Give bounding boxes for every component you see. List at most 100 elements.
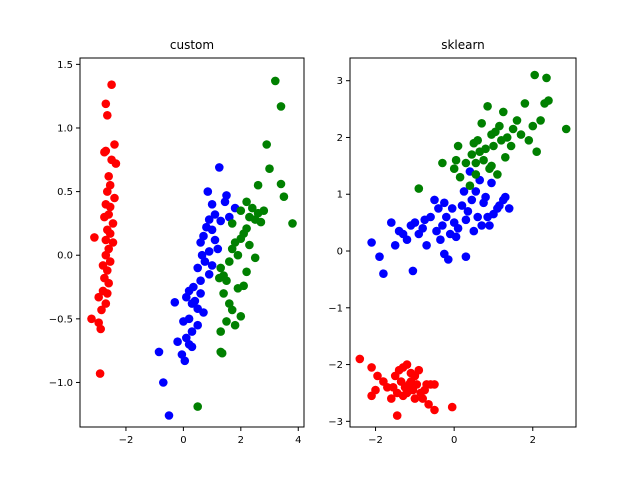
data-point: [379, 269, 388, 279]
data-point: [219, 289, 228, 298]
data-point: [461, 215, 471, 225]
data-point: [187, 342, 197, 352]
data-point: [111, 159, 121, 168]
data-point: [220, 197, 230, 207]
y-tick-label: −1.0: [49, 378, 73, 389]
data-point: [461, 158, 471, 168]
data-point: [532, 147, 541, 156]
y-tick-label: 3: [337, 76, 343, 87]
custom-scatter-panel: custom −2 0 2 4 −1.0 −0.5 0.0 0.5 1.0 1.5: [49, 38, 305, 446]
data-point: [455, 172, 465, 182]
data-point: [204, 270, 214, 279]
data-point: [388, 383, 398, 392]
data-point: [193, 320, 202, 330]
data-point: [542, 73, 551, 83]
data-point: [227, 244, 237, 254]
data-point: [213, 244, 223, 254]
data-point: [159, 378, 168, 387]
data-point: [110, 193, 119, 203]
data-point: [451, 155, 461, 165]
data-point: [256, 217, 266, 227]
data-point: [383, 383, 392, 392]
data-point: [506, 141, 516, 151]
data-point: [199, 231, 208, 241]
data-point: [367, 391, 376, 401]
x-tick-label: 0: [451, 435, 457, 446]
data-point: [387, 394, 396, 403]
data-point: [392, 411, 402, 420]
data-point: [259, 206, 269, 215]
data-point: [432, 226, 441, 236]
data-point: [101, 250, 111, 260]
data-point: [473, 212, 483, 222]
data-point: [406, 377, 416, 386]
data-point: [242, 197, 251, 207]
y-tick-label: 0.5: [57, 187, 73, 198]
data-point: [436, 235, 445, 244]
data-point: [430, 195, 439, 205]
data-point: [487, 161, 496, 171]
data-point: [408, 266, 418, 276]
y-tick-label: 2: [337, 133, 343, 144]
data-point: [447, 204, 457, 213]
data-point: [477, 119, 487, 128]
data-point: [101, 99, 111, 109]
data-point: [469, 226, 479, 236]
sklearn-scatter-panel: sklearn −2 0 2 −3 −2 −1 0 1 2 3: [328, 38, 577, 446]
data-point: [193, 402, 202, 411]
data-point: [418, 394, 428, 403]
data-point: [536, 116, 545, 125]
data-point: [103, 289, 112, 298]
data-point: [108, 219, 118, 228]
data-point: [499, 107, 508, 117]
data-point: [453, 141, 463, 151]
data-point: [493, 170, 502, 179]
data-point: [501, 153, 510, 162]
data-point: [471, 170, 481, 179]
data-point: [215, 273, 224, 283]
data-point: [207, 200, 217, 209]
data-point: [199, 308, 208, 317]
data-point: [477, 221, 487, 230]
data-point: [215, 163, 224, 172]
data-point: [530, 70, 539, 80]
data-point: [430, 380, 439, 389]
panel-title: sklearn: [441, 38, 485, 52]
data-point: [196, 276, 205, 286]
data-point: [196, 238, 205, 247]
axes-frame: [79, 57, 305, 428]
data-point: [216, 216, 225, 226]
data-point: [236, 206, 246, 215]
data-point: [390, 241, 400, 250]
data-point: [420, 385, 430, 395]
data-point: [90, 233, 99, 242]
x-tick-label: 0: [180, 435, 186, 446]
data-point: [449, 164, 459, 173]
data-point: [230, 320, 240, 330]
data-point: [94, 292, 103, 302]
data-point: [222, 276, 231, 286]
data-point: [105, 257, 115, 266]
data-point: [233, 284, 243, 293]
data-point: [96, 324, 105, 334]
data-point: [485, 221, 494, 230]
data-point: [502, 133, 512, 142]
data-point: [262, 140, 272, 149]
data-point: [516, 130, 526, 139]
data-point: [207, 261, 217, 270]
data-point: [471, 187, 481, 196]
panel-title: custom: [170, 38, 214, 52]
data-point: [367, 238, 376, 247]
data-point: [105, 229, 115, 238]
y-tick-label: −1: [328, 303, 343, 314]
data-point: [438, 221, 447, 230]
data-point: [279, 192, 289, 201]
data-point: [242, 267, 251, 277]
data-point: [524, 136, 534, 145]
data-point: [440, 249, 449, 259]
data-point: [453, 224, 463, 233]
data-point: [465, 181, 475, 190]
data-point: [187, 327, 197, 336]
x-tick-label: 2: [238, 435, 244, 446]
